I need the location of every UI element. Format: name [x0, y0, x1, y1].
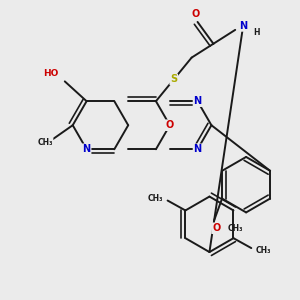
Text: CH₃: CH₃: [37, 138, 53, 147]
Text: CH₃: CH₃: [228, 224, 244, 233]
Text: O: O: [212, 223, 220, 233]
Text: O: O: [191, 9, 200, 19]
Text: H: H: [253, 28, 260, 37]
Text: HO: HO: [43, 69, 58, 78]
Text: CH₃: CH₃: [148, 194, 164, 203]
Text: CH₃: CH₃: [255, 246, 271, 255]
Text: N: N: [194, 144, 202, 154]
Text: N: N: [194, 96, 202, 106]
Text: N: N: [239, 21, 247, 31]
Text: N: N: [82, 144, 91, 154]
Text: S: S: [170, 74, 177, 84]
Text: O: O: [166, 120, 174, 130]
